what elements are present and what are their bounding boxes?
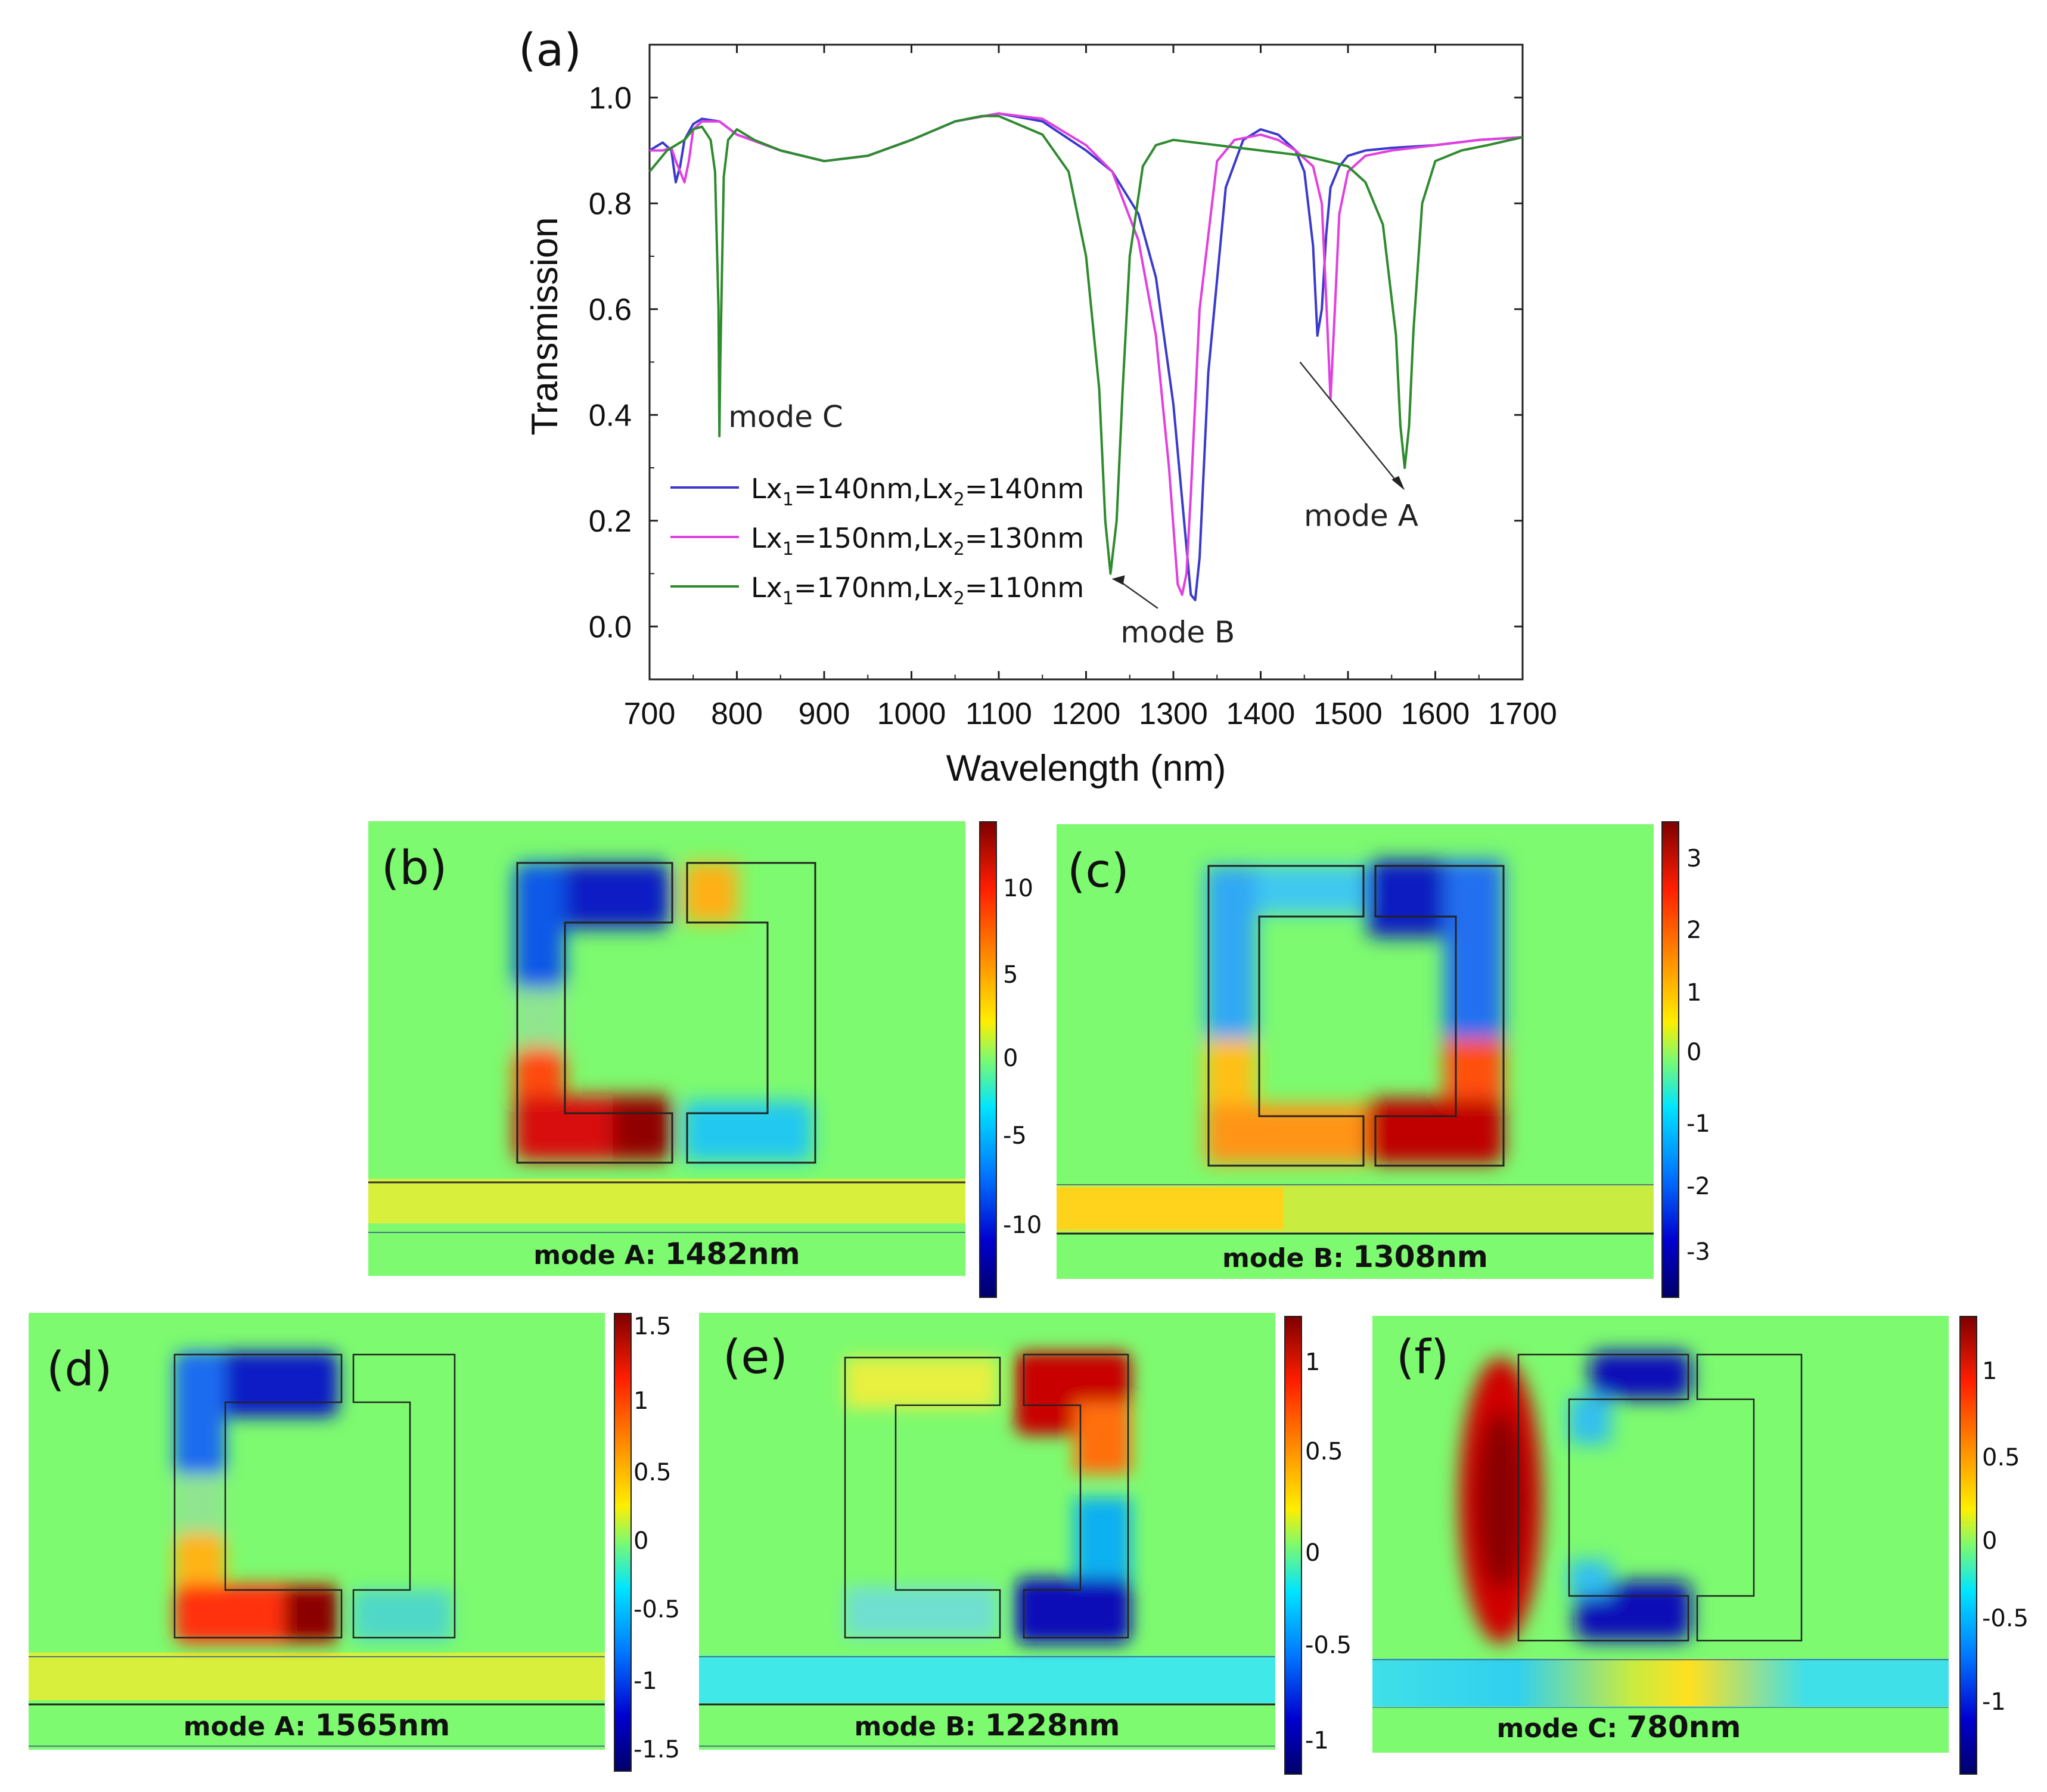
- colorbar-e-tick: -1: [1305, 1727, 1329, 1754]
- colorbar-e-tick: 0.5: [1305, 1438, 1343, 1465]
- colorbar-c-tick: 1: [1686, 979, 1702, 1007]
- colorbar-e-tick: 0: [1305, 1539, 1321, 1567]
- colorbar-c-tick: -2: [1686, 1173, 1710, 1200]
- x-tick-label: 1600: [1401, 697, 1470, 731]
- colorbar-b-tick: 5: [1003, 961, 1018, 989]
- panel-label-b: (b): [381, 841, 448, 895]
- annotation-mode-b: mode B: [1120, 615, 1235, 650]
- caption-e: mode B: 1228nm: [854, 1708, 1120, 1743]
- y-tick-label: 0.4: [589, 398, 632, 433]
- panel-label-a: (a): [518, 23, 582, 76]
- legend-label-3: Lx1=170nm,Lx2=110nm: [751, 572, 1084, 609]
- x-tick-label: 700: [624, 697, 676, 731]
- x-tick-label: 1200: [1052, 697, 1121, 731]
- x-tick-label: 1300: [1139, 697, 1208, 731]
- colorbar-c: [1661, 821, 1679, 1298]
- legend-label-1: Lx1=140nm,Lx2=140nm: [751, 473, 1084, 510]
- y-tick-label: 1.0: [589, 81, 632, 116]
- x-axis-title: Wavelength (nm): [946, 748, 1226, 789]
- y-tick-label: 0.6: [589, 293, 632, 327]
- arrow-mode-a: [1299, 361, 1401, 486]
- y-tick-label: 0.2: [589, 504, 632, 539]
- x-tick-label: 1100: [965, 697, 1032, 731]
- colorbar-f: [1959, 1316, 1977, 1775]
- colorbar-b-tick: -10: [1003, 1212, 1042, 1239]
- panel-label-e: (e): [723, 1331, 788, 1384]
- field-map-mode-b-1308nm: (c) mode B: 1308nm: [1057, 824, 1654, 1279]
- colorbar-f-tick: 0: [1982, 1527, 1998, 1555]
- colorbar-d: [614, 1313, 632, 1772]
- colorbar-c-tick: 0: [1686, 1039, 1702, 1066]
- field-map-mode-a-1482nm: (b) mode A: 1482nm: [368, 821, 965, 1276]
- arrowhead-mode-b: [1111, 575, 1125, 585]
- y-axis-title: Transmission: [524, 217, 566, 435]
- field-map-mode-a-1565nm: (d) mode A: 1565nm: [29, 1313, 605, 1750]
- annotation-mode-c: mode C: [728, 399, 843, 434]
- x-tick-label: 1700: [1488, 697, 1557, 731]
- series-line-3: [648, 114, 1523, 575]
- colorbar-e: [1284, 1316, 1302, 1775]
- colorbar-d-tick: 1.5: [633, 1313, 672, 1340]
- arrowhead-mode-a: [1391, 476, 1405, 490]
- colorbar-e-tick: 1: [1305, 1349, 1321, 1376]
- colorbar-c-tick: 3: [1686, 845, 1702, 872]
- annotation-mode-a: mode A: [1304, 499, 1418, 533]
- colorbar-f-tick: 1: [1982, 1358, 1998, 1385]
- colorbar-d-tick: -1.5: [633, 1736, 681, 1763]
- series-line-1: [648, 112, 1523, 601]
- transmission-chart: 700 800 900 1000 1100 1200 1300 1400 1500 1600 170…: [518, 23, 1557, 789]
- legend-label-2: Lx1=150nm,Lx2=130nm: [751, 522, 1084, 560]
- colorbar-d-tick: -0.5: [633, 1596, 681, 1623]
- caption-c: mode B: 1308nm: [1222, 1240, 1489, 1274]
- colorbar-c-tick: 2: [1686, 917, 1702, 944]
- y-tick-label: 0.0: [589, 610, 632, 644]
- colorbar-e-tick: -0.5: [1305, 1632, 1352, 1659]
- colorbar-d-tick: 1: [633, 1387, 649, 1415]
- caption-b: mode A: 1482nm: [533, 1237, 800, 1271]
- x-tick-label: 1000: [877, 697, 946, 731]
- panel-label-f: (f): [1396, 1331, 1449, 1384]
- colorbar-d-tick: 0.5: [633, 1459, 672, 1486]
- series-line-2: [650, 112, 1523, 596]
- x-tick-label: 1400: [1226, 697, 1296, 731]
- colorbar-b: [979, 821, 997, 1298]
- panel-label-c: (c): [1067, 844, 1129, 898]
- x-tick-label: 1500: [1313, 697, 1383, 731]
- colorbar-d-tick: 0: [633, 1527, 649, 1555]
- field-map-mode-b-1228nm: (e) mode B: 1228nm: [699, 1313, 1275, 1750]
- y-tick-label: 0.8: [589, 187, 632, 221]
- x-tick-label: 900: [799, 697, 850, 731]
- panel-label-d: (d): [46, 1343, 113, 1396]
- colorbar-b-tick: 0: [1003, 1045, 1018, 1072]
- colorbar-d-tick: -1: [633, 1667, 657, 1695]
- caption-f: mode C: 780nm: [1496, 1710, 1741, 1744]
- x-tick-label: 800: [711, 697, 763, 731]
- colorbar-b-tick: -5: [1003, 1122, 1027, 1150]
- colorbar-c-tick: -3: [1686, 1238, 1710, 1266]
- colorbar-b-tick: 10: [1003, 875, 1033, 902]
- colorbar-f-tick: -0.5: [1982, 1605, 2029, 1632]
- colorbar-f-tick: 0.5: [1982, 1444, 2020, 1471]
- caption-d: mode A: 1565nm: [183, 1708, 451, 1743]
- field-map-mode-c-780nm: (f) mode C: 780nm: [1372, 1316, 1949, 1753]
- colorbar-f-tick: -1: [1982, 1688, 2006, 1716]
- colorbar-c-tick: -1: [1686, 1110, 1710, 1138]
- arrow-mode-b: [1116, 578, 1158, 609]
